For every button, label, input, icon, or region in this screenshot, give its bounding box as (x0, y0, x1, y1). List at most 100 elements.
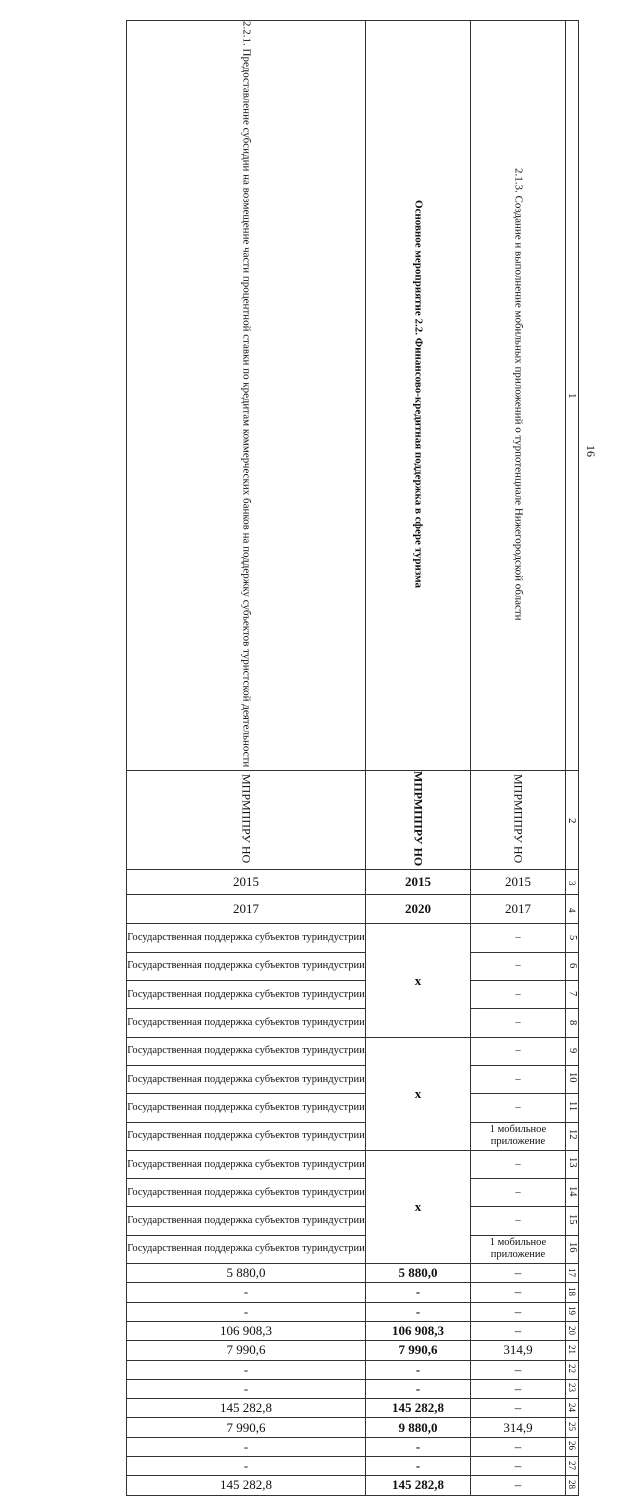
row-number: 9 (565, 1036, 579, 1066)
row-number: 20 (565, 1320, 579, 1342)
text: 23 (567, 1383, 577, 1393)
text: 22 (567, 1364, 577, 1374)
indicator-value: – (470, 1178, 566, 1208)
not-applicable-mark: x (365, 1149, 471, 1265)
indicator-value: – (470, 1064, 566, 1095)
header-row-executor: МПРМППРУ НО МПРМППРУ НО МПРМППРУ НО 2 (126, 770, 579, 871)
funding-cell: – (470, 1282, 566, 1303)
row-number: 6 (565, 951, 579, 982)
year-row: 2017 2020 2017 4 (126, 894, 579, 925)
funding-cell: – (470, 1475, 566, 1496)
text: 2.2.1. Предоставление субсидии на возмещ… (240, 21, 253, 768)
row-number: 12 (565, 1121, 579, 1151)
text: 21 (567, 1344, 577, 1354)
text: 24 (567, 1402, 577, 1412)
row-number: 3 (565, 869, 579, 896)
text: 5 (567, 934, 578, 941)
funding-cell: 145 282,8 (126, 1475, 366, 1496)
row-number: 18 (565, 1282, 579, 1303)
row-number: 10 (565, 1064, 579, 1095)
row-number: 13 (565, 1149, 579, 1180)
funding-cell: – (470, 1359, 566, 1380)
indicator-row: Государственная поддержка субъектов тури… (126, 1206, 579, 1236)
row-number: 5 (565, 923, 579, 953)
funding-cell: 145 282,8 (365, 1398, 471, 1419)
indicator-cell: Государственная поддержка субъектов тури… (126, 1178, 366, 1208)
funding-cell: - (365, 1282, 471, 1303)
text: 26 (567, 1441, 577, 1451)
indicator-row: Государственная поддержка субъектов тури… (126, 1093, 579, 1123)
funding-row: 145 282,8 145 282,8–24 (126, 1398, 579, 1419)
text: Основное мероприятие 2.2. Финансово-кред… (412, 200, 425, 589)
text: 15 (567, 1213, 578, 1225)
funding-cell: 7 990,6 (126, 1417, 366, 1438)
indicator-row: Государственная поддержка субъектов тури… (126, 1149, 579, 1265)
funding-cell: – (470, 1456, 566, 1477)
text: 28 (567, 1479, 577, 1489)
funding-cell: 5 880,0 (365, 1263, 471, 1284)
indicator-cell: Государственная поддержка субъектов тури… (126, 1036, 366, 1066)
not-applicable-mark: x (365, 1036, 471, 1151)
text: 10 (567, 1072, 578, 1083)
row-number: 24 (565, 1398, 579, 1419)
funding-cell: - (126, 1378, 366, 1400)
row-number: 19 (565, 1301, 579, 1322)
indicator-value: 1 мобильное приложение (470, 1121, 566, 1151)
funding-row: 106 908,3 106 908,3–20 (126, 1320, 579, 1342)
indicator-value: – (470, 951, 566, 982)
indicator-value: 1 мобильное приложение (470, 1234, 566, 1265)
funding-row: - - –23 (126, 1378, 579, 1400)
indicator-value: – (470, 923, 566, 953)
row-number: 8 (565, 1008, 579, 1038)
program-table: 2.2.1. Предоставление субсидии на возмещ… (126, 19, 579, 1496)
text: 6 (567, 963, 578, 969)
funding-row: - - –27 (126, 1456, 579, 1477)
funding-cell: 9 880,0 (365, 1417, 471, 1438)
text: 11 (567, 1100, 578, 1111)
funding-cell: - (365, 1436, 471, 1458)
funding-row: - - –22 (126, 1359, 579, 1380)
funding-cell: - (365, 1378, 471, 1400)
cell-executor: МПРМППРУ НО (126, 770, 366, 871)
text: 8 (567, 1019, 578, 1026)
year-cell: 2015 (126, 869, 366, 896)
cell-executor: МПРМППРУ НО (365, 770, 471, 871)
text: 12 (567, 1128, 578, 1140)
row-number: 23 (565, 1378, 579, 1400)
indicator-cell: Государственная поддержка субъектов тури… (126, 1206, 366, 1236)
funding-cell: – (470, 1320, 566, 1342)
funding-cell: 145 282,8 (365, 1475, 471, 1496)
text: 9 (567, 1048, 578, 1054)
funding-cell: - (365, 1301, 471, 1322)
text: 2.1.3. Создание и выполнение мобильных п… (512, 167, 525, 621)
text: МПРМППРУ НО (239, 774, 254, 864)
row-number: 11 (565, 1093, 579, 1123)
funding-cell: 106 908,3 (126, 1320, 366, 1342)
funding-row: 5 880,0 5 880,0–17 (126, 1263, 579, 1284)
funding-row: - - –26 (126, 1436, 579, 1458)
row-number: 15 (565, 1206, 579, 1236)
text: 2 (566, 817, 578, 824)
funding-cell: – (470, 1301, 566, 1322)
funding-cell: 314,9 (470, 1340, 566, 1361)
indicator-row: Государственная поддержка субъектов тури… (126, 1121, 579, 1151)
funding-row: 7 990,6 9 880,0 314,9 25 (126, 1417, 579, 1438)
text: 16 (567, 1242, 578, 1253)
funding-row: - - –19 (126, 1301, 579, 1322)
row-number: 21 (565, 1340, 579, 1361)
text: МПРМППРУ НО (511, 774, 526, 864)
row-number: 17 (565, 1263, 579, 1284)
row-number: 16 (565, 1234, 579, 1265)
funding-cell: 7 990,6 (126, 1340, 366, 1361)
funding-cell: – (470, 1398, 566, 1419)
funding-cell: - (365, 1456, 471, 1477)
page-number: 16 (584, 445, 598, 457)
row-number: 14 (565, 1178, 579, 1208)
funding-row: 7 990,6 7 990,6 314,9 21 (126, 1340, 579, 1361)
indicator-cell: Государственная поддержка субъектов тури… (126, 1234, 366, 1265)
funding-row: 145 282,8 145 282,8–28 (126, 1475, 579, 1496)
year-cell: 2015 (470, 869, 566, 896)
funding-row: - - –18 (126, 1282, 579, 1303)
funding-cell: - (126, 1436, 366, 1458)
not-applicable-mark: x (365, 923, 471, 1038)
